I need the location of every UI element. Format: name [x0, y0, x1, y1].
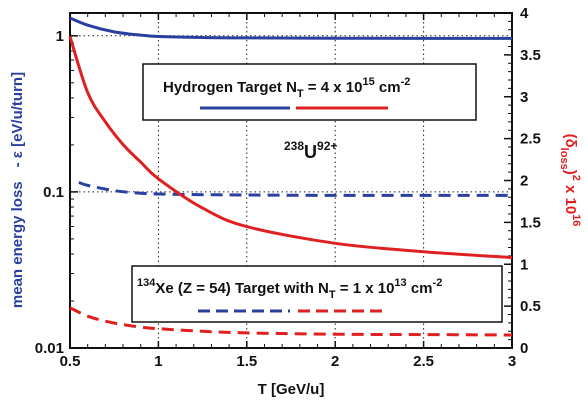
legend-xenon-text-c: cm [407, 280, 433, 297]
series-layer [68, 16, 513, 337]
y-axis-right-title-sub: loss [558, 148, 570, 170]
legend-xenon-sup2: -2 [433, 277, 443, 289]
y-right-tick-label: 0.5 [520, 298, 541, 315]
y-right-tick-label: 4 [520, 5, 529, 22]
y-right-tick-label: 0 [520, 340, 528, 357]
legend-xenon-sup: 13 [394, 277, 406, 289]
legend-hydrogen-text-c: cm [375, 79, 401, 96]
legend-xenon-text-a: Xe (Z = 54) Target with N [155, 280, 329, 297]
x-tick-label: 0.5 [60, 353, 81, 370]
legend-xenon-text-b: = 1 x 10 [336, 280, 395, 297]
tick-marks: 0.5 1 1.5 2 2.5 3 0.01 0.1 1 0 0.5 1 1.5 2 2.5 3 3.5 4 [35, 5, 541, 370]
y-right-tick-label: 3.5 [520, 47, 541, 64]
x-axis-title: T [GeV/u] [258, 381, 325, 398]
legend-hydrogen-sub: T [297, 88, 304, 100]
y-axis-right-title-pow1: 2 [570, 175, 582, 181]
legend-xenon: 134Xe (Z = 54) Target with NT = 1 x 1013… [131, 265, 503, 323]
ion-label-mass: 238 [284, 139, 304, 153]
legend-hydrogen-sup: 15 [362, 76, 374, 88]
y-axis-right-title-close: ) [562, 170, 579, 175]
series-red-dashed [69, 306, 513, 337]
series-red-solid [68, 35, 513, 260]
legend-hydrogen-box [142, 63, 477, 121]
y-axis-right-title-pow2: 16 [570, 214, 582, 226]
y-axis-left-title-part2: - ε [eV/u/turn] [9, 72, 26, 167]
legend-hydrogen-text-b: = 4 x 10 [304, 79, 363, 96]
legend-hydrogen-text: Hydrogen Target NT = 4 x 1015 cm-2 [163, 76, 410, 100]
y-left-tick-label: 1 [56, 28, 64, 45]
legend-hydrogen-sup2: -2 [401, 76, 411, 88]
series-blue-solid [69, 16, 512, 40]
legend-xenon-presup: 134 [137, 277, 156, 289]
y-axis-right-title: (δloss)2 x 1016 [558, 134, 582, 227]
x-tick-label: 2.5 [413, 353, 434, 370]
series-blue-dashed [78, 180, 512, 197]
y-left-tick-label: 0.1 [43, 184, 64, 201]
x-tick-label: 3 [508, 353, 516, 370]
y-right-tick-label: 1 [520, 256, 528, 273]
x-tick-label: 1 [154, 353, 162, 370]
ion-label-charge: 92+ [317, 139, 337, 153]
y-axis-left-title-part1: mean energy loss [9, 181, 26, 308]
y-axis-right-title-mid: x 10 [562, 181, 579, 214]
ion-label-symbol: U [304, 142, 317, 162]
y-right-tick-label: 1.5 [520, 214, 541, 231]
legend-xenon-box [131, 265, 503, 323]
legend-hydrogen-text-a: Hydrogen Target N [163, 79, 297, 96]
y-right-tick-label: 2 [520, 173, 528, 190]
y-right-tick-label: 3 [520, 89, 528, 106]
y-left-tick-label: 0.01 [35, 340, 64, 357]
legend-hydrogen: Hydrogen Target NT = 4 x 1015 cm-2 [142, 63, 477, 121]
legend-xenon-sub: T [329, 289, 336, 301]
y-right-tick-label: 2.5 [520, 131, 541, 148]
x-tick-label: 1.5 [236, 353, 257, 370]
y-axis-left-title: mean energy loss - ε [eV/u/turn] [9, 72, 26, 308]
ion-label: 238U92+ [284, 139, 337, 162]
y-axis-right-title-base: (δ [562, 134, 579, 148]
x-tick-label: 2 [331, 353, 339, 370]
legend-xenon-text: 134Xe (Z = 54) Target with NT = 1 x 1013… [137, 277, 442, 301]
